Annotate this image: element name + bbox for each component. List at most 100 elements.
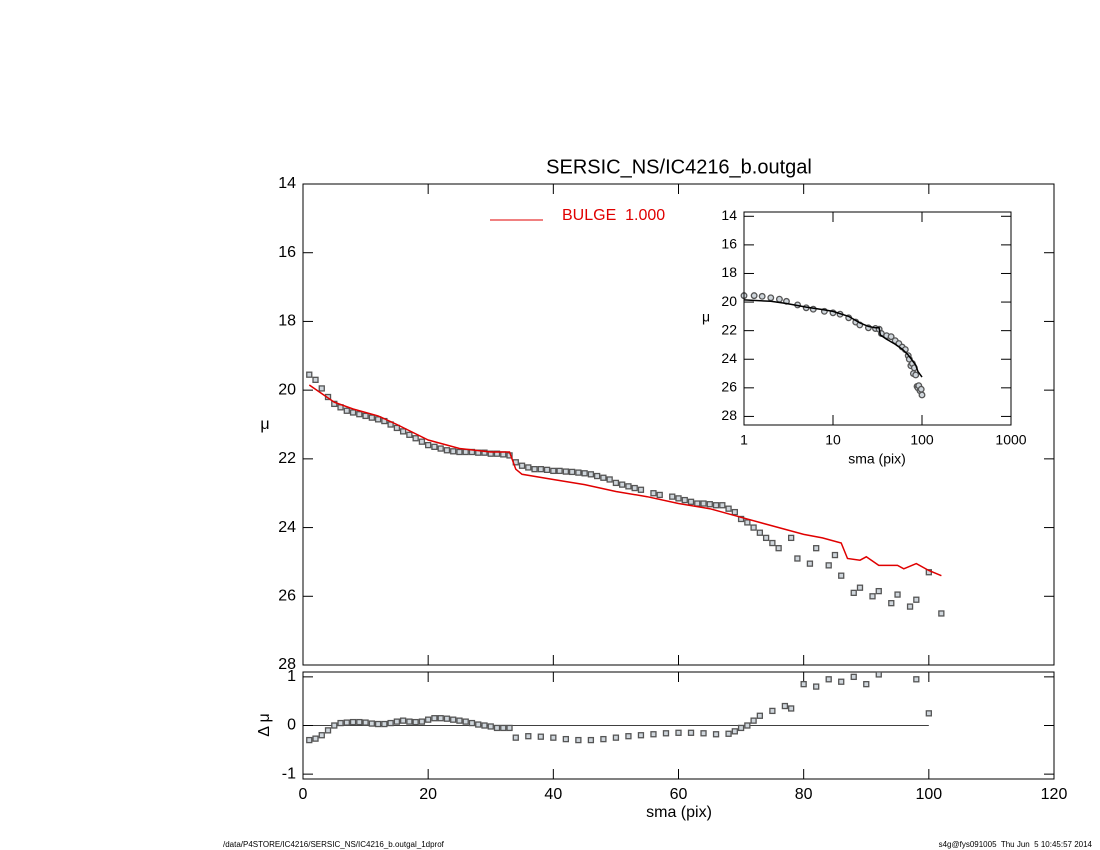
y-tick-label: 18 (278, 313, 296, 330)
data-point (850, 589, 857, 596)
data-point (581, 470, 588, 477)
data-point (568, 468, 576, 476)
data-point (838, 572, 845, 579)
data-point (669, 493, 676, 500)
data-point (393, 424, 401, 432)
data-point (506, 724, 513, 732)
data-point (550, 467, 557, 475)
data-point (587, 736, 595, 744)
y-tick-label: -1 (282, 765, 296, 782)
data-point (525, 464, 532, 471)
data-point (399, 428, 407, 435)
data-point (518, 462, 526, 469)
x-axis-label: sma (pix) (646, 804, 712, 821)
data-point (318, 385, 325, 392)
data-point (337, 719, 344, 727)
x-tick-label: 10 (825, 432, 841, 448)
data-point (431, 715, 438, 722)
data-point (656, 491, 663, 499)
data-point (637, 732, 645, 739)
data-point (712, 502, 720, 509)
y-tick-label: 26 (721, 379, 737, 395)
y-tick-label: 22 (278, 450, 296, 467)
data-point (587, 471, 595, 478)
data-point (399, 717, 407, 724)
data-point (838, 678, 845, 685)
data-point (788, 705, 795, 712)
data-point (612, 734, 620, 741)
data-point (888, 600, 895, 607)
data-point (462, 448, 469, 456)
y-tick-label: 18 (721, 264, 737, 280)
data-point (575, 736, 582, 744)
data-point (637, 486, 645, 493)
data-point (906, 603, 914, 610)
data-point (412, 435, 419, 442)
data-point (788, 534, 795, 542)
data-point (756, 712, 764, 719)
data-point (531, 466, 538, 473)
data-point (612, 479, 620, 487)
data-point (418, 718, 426, 725)
data-point (912, 371, 920, 379)
data-point (781, 702, 789, 710)
data-point (368, 720, 375, 727)
y-tick-label: 22 (721, 321, 737, 337)
data-point (312, 735, 319, 742)
data-point (767, 294, 775, 302)
data-point (625, 733, 632, 740)
x-tick-label: 1000 (995, 432, 1026, 448)
data-point (744, 722, 751, 729)
data-point (775, 295, 783, 303)
data-point (356, 718, 363, 726)
data-point (374, 416, 382, 423)
y-tick-label: 24 (278, 519, 296, 536)
data-point (631, 484, 638, 492)
y-tick-label: 14 (721, 207, 737, 223)
data-point (894, 591, 901, 598)
data-point (600, 735, 607, 743)
y-axis-label: μ (260, 416, 269, 433)
data-point (362, 719, 369, 726)
x-tick-label: 40 (544, 786, 562, 803)
data-point (406, 718, 413, 725)
panel: 14 16 18 20 22 24 26 28 (278, 175, 1055, 673)
data-point (913, 596, 920, 603)
data-point (731, 508, 738, 516)
model-line (743, 299, 923, 378)
data-point (512, 734, 519, 741)
x-tick-label: 1 (740, 432, 748, 448)
data-point (468, 719, 476, 727)
footer-left: /data/P4STORE/IC4216/SERSIC_NS/IC4216_b.… (223, 840, 445, 849)
y-tick-label: 28 (278, 656, 296, 673)
data-point (725, 505, 732, 512)
data-point (493, 724, 501, 732)
data-point (619, 481, 626, 488)
data-point (913, 676, 920, 683)
data-point (443, 447, 451, 454)
data-point (450, 716, 457, 723)
data-point (356, 411, 363, 418)
data-point (331, 722, 338, 729)
data-point (813, 545, 820, 552)
y-tick-label: 16 (278, 244, 296, 261)
data-point (794, 555, 801, 562)
data-point (875, 671, 882, 678)
y-tick-label: 16 (721, 236, 737, 252)
data-point (487, 450, 494, 457)
y-tick-label: 14 (278, 175, 296, 192)
data-point (863, 681, 870, 688)
y-tick-label: 1 (287, 668, 296, 685)
panel: 14 16 18 20 22 24 26 281 10 100 1000 (721, 207, 1026, 448)
y-tick-label: 24 (721, 350, 737, 366)
data-point (750, 717, 757, 724)
x-tick-label: 100 (915, 786, 942, 803)
data-point (318, 732, 325, 739)
data-point (406, 431, 413, 438)
data-point (306, 371, 313, 378)
data-point (762, 534, 770, 542)
data-point (650, 490, 657, 497)
data-point (737, 724, 745, 732)
data-point (731, 728, 738, 735)
data-point (562, 735, 569, 743)
